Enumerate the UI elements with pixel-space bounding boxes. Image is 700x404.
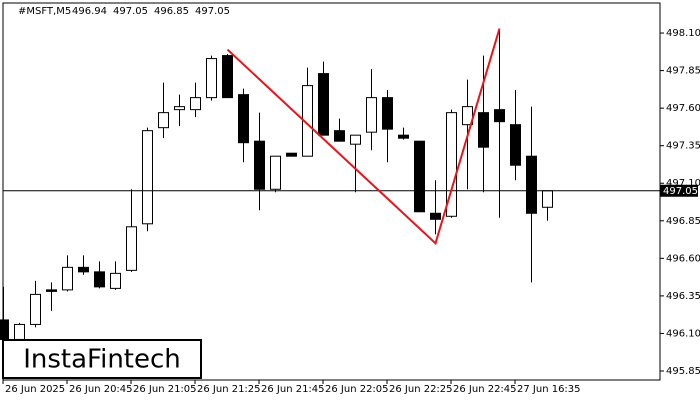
header-value: 497.05	[195, 6, 230, 17]
x-tick-label: 26 Jun 22:45	[453, 384, 517, 395]
candle-body	[478, 112, 489, 148]
candle-body	[398, 134, 409, 139]
candle-body	[94, 271, 105, 288]
y-tick-label: 495.85	[666, 366, 700, 377]
candle-body	[382, 97, 393, 130]
candle-body	[206, 58, 217, 99]
x-tick-label: 26 Jun 21:25	[197, 384, 261, 395]
candle-body	[542, 190, 553, 208]
candle-body	[318, 73, 329, 136]
price-tag	[660, 184, 698, 197]
candle-body	[142, 130, 153, 225]
candle-body	[254, 140, 265, 190]
header-value: 497.05	[113, 6, 148, 17]
candle-body	[0, 319, 9, 340]
y-tick-label: 497.35	[666, 141, 700, 152]
y-tick-label: 496.35	[666, 291, 700, 302]
candle-body	[494, 109, 505, 123]
logo: InstaFintech	[23, 345, 181, 375]
candle-body	[222, 55, 233, 99]
candle-body	[366, 97, 377, 133]
candle-body	[350, 134, 361, 145]
x-tick-label: 26 Jun 21:05	[133, 384, 197, 395]
candle-body	[302, 85, 313, 157]
x-tick-label: 26 Jun 22:25	[389, 384, 453, 395]
symbol: #MSFT,M5	[18, 6, 71, 17]
candle-body	[334, 130, 345, 142]
x-tick-label: 26 Jun 22:05	[325, 384, 389, 395]
x-tick-label: 27 Jun 16:35	[517, 384, 581, 395]
candle-body	[414, 140, 425, 213]
candle-body	[270, 155, 281, 190]
header: #MSFT,M5	[18, 6, 71, 17]
candle-body	[190, 97, 201, 111]
candle-body	[430, 212, 441, 220]
candle-body	[46, 289, 57, 292]
candle-body	[174, 106, 185, 111]
candle-body	[110, 272, 121, 289]
y-tick-label: 497.85	[666, 66, 700, 77]
candle-body	[238, 94, 249, 144]
candle-body	[158, 112, 169, 129]
y-tick-label: 498.10	[666, 28, 700, 39]
y-tick-label: 497.60	[666, 103, 700, 114]
y-tick-label: 496.60	[666, 253, 700, 264]
price-label: 497.05	[663, 186, 698, 197]
pattern-line	[226, 28, 501, 246]
candle-body	[446, 112, 457, 217]
header-value: 496.85	[154, 6, 189, 17]
x-tick-label: 26 Jun 2025	[5, 384, 65, 395]
x-tick-label: 26 Jun 20:45	[69, 384, 133, 395]
candle-body	[286, 152, 297, 157]
logo-box	[2, 339, 202, 379]
plot-frame	[2, 2, 661, 381]
candle-body	[126, 226, 137, 271]
candle-body	[78, 266, 89, 273]
y-tick-label: 496.10	[666, 328, 700, 339]
y-tick-label: 497.10	[666, 178, 700, 189]
candle-body	[526, 155, 537, 214]
candle-body	[510, 124, 521, 166]
y-tick-label: 496.85	[666, 216, 700, 227]
x-tick-label: 26 Jun 21:45	[261, 384, 325, 395]
header-value: 496.94	[72, 6, 107, 17]
candle-body	[14, 323, 25, 340]
candle-body	[30, 293, 41, 325]
candle-body	[62, 266, 73, 291]
